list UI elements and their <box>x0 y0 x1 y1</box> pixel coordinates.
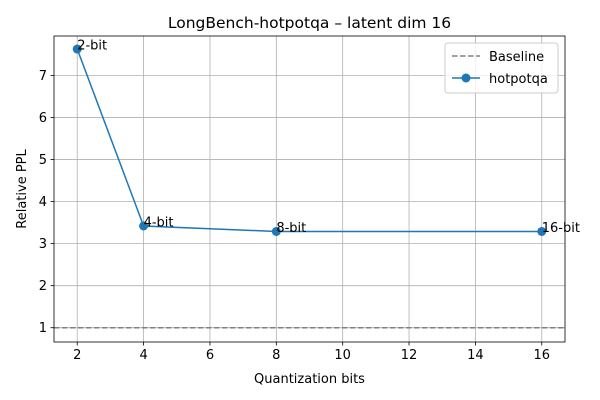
series-line <box>76 48 542 233</box>
data-point-label: 4-bit <box>144 215 174 230</box>
point-labels: 2-bit 4-bit 8-bit 16-bit <box>77 39 580 236</box>
x-tick-label: 8 <box>272 348 280 363</box>
x-tick-label: 4 <box>139 348 147 363</box>
legend-series-marker <box>461 73 471 83</box>
x-tick-label: 16 <box>533 348 550 363</box>
y-tick-label: 3 <box>39 237 47 252</box>
plot-frame <box>53 35 566 343</box>
x-tick-label: 12 <box>401 348 418 363</box>
x-tick-label: 2 <box>73 348 81 363</box>
legend-series-label: hotpotqa <box>489 72 548 87</box>
legend-baseline-label: Baseline <box>489 50 544 65</box>
x-tick-label: 14 <box>467 348 484 363</box>
x-axis-label: Quantization bits <box>254 372 365 387</box>
y-tick-label: 5 <box>39 153 47 168</box>
data-point <box>139 221 149 231</box>
data-point <box>72 44 82 54</box>
y-tick-label: 1 <box>39 321 47 336</box>
data-point-label: 8-bit <box>276 221 306 236</box>
data-point <box>537 226 547 236</box>
x-tick-label: 6 <box>206 348 214 363</box>
y-tick-label: 6 <box>39 111 47 126</box>
y-tick-label: 7 <box>39 69 47 84</box>
chart-title: LongBench-hotpotqa – latent dim 16 <box>168 14 451 32</box>
data-point-label: 16-bit <box>542 221 580 236</box>
legend: Baseline hotpotqa <box>444 42 559 94</box>
x-tick-label: 10 <box>334 348 351 363</box>
data-point <box>271 226 281 236</box>
series-layer <box>72 44 547 236</box>
y-axis-label: Relative PPL <box>15 149 30 229</box>
y-tick-label: 4 <box>39 195 47 210</box>
y-tick-label: 2 <box>39 279 47 294</box>
data-point-label: 2-bit <box>77 39 107 54</box>
